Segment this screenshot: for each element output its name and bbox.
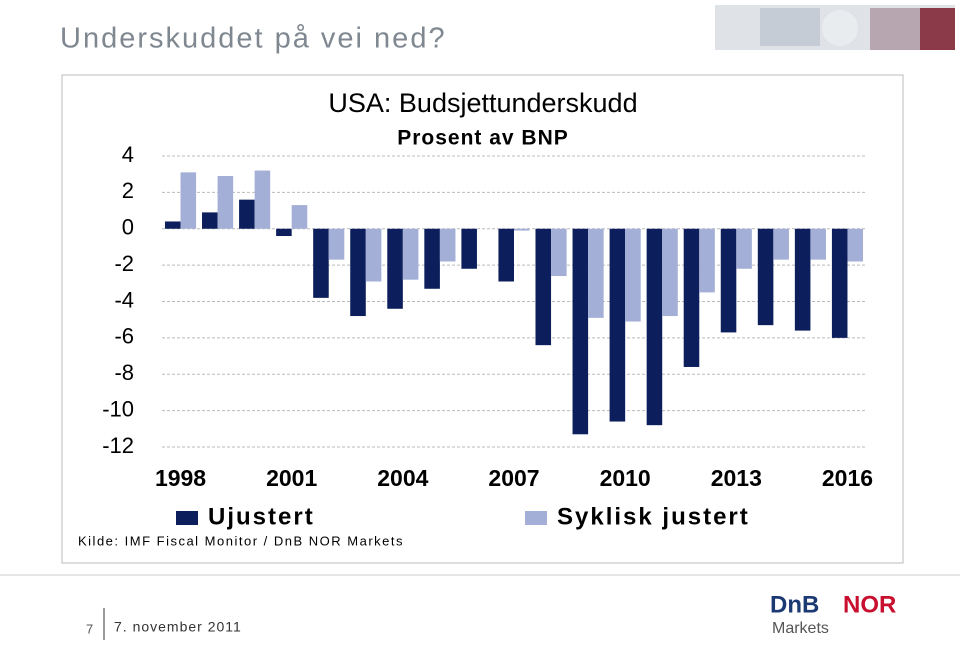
bar [683,228,700,367]
bar [461,228,477,269]
legend-label: Ujustert [208,503,315,530]
x-tick-label: 2013 [711,465,762,491]
bar [424,228,440,289]
bar [439,228,456,262]
y-tick-label: -10 [102,396,134,421]
bar [757,228,774,326]
x-tick-label: 2016 [822,465,873,491]
bar [572,228,589,435]
logo-dnb: DnB [770,591,819,618]
bar [328,228,345,260]
y-tick-label: -12 [102,433,134,458]
bar [239,199,255,229]
bar [402,228,419,280]
bar [794,228,811,331]
logo-markets: Markets [772,620,829,637]
bar [662,228,678,317]
bar [514,228,530,231]
bar [164,221,181,229]
bar [720,228,737,333]
bar [625,228,641,322]
chart-title: USA: Budsjettunderskudd [328,88,637,118]
header-decoration [715,5,955,50]
bar [387,228,403,309]
y-tick-label: 4 [122,142,134,167]
bar [291,205,308,229]
bar [831,228,848,338]
logo-nor: NOR [843,591,896,618]
slide-title: Underskuddet på vei ned? [60,23,447,55]
bar [588,228,604,318]
bar [180,172,197,229]
legend-swatch [525,511,547,525]
x-tick-label: 2010 [600,465,651,491]
chart-subtitle: Prosent av BNP [397,127,569,150]
bar [276,228,292,237]
bar [699,228,715,293]
bar [350,228,366,317]
y-tick-label: -6 [114,324,134,349]
y-tick-label: -8 [114,360,134,385]
chart-frame [61,74,904,564]
bar [254,170,271,229]
y-tick-label: -2 [114,251,134,276]
bar [847,228,864,262]
bar [609,228,626,422]
x-tick-label: 2001 [266,465,317,491]
bar [551,228,567,277]
bar [646,228,663,426]
bar [535,228,552,346]
bar [365,228,382,282]
y-tick-label: 2 [122,178,134,203]
y-tick-label: 0 [122,215,134,240]
bar [313,228,329,298]
x-tick-label: 2004 [377,465,428,491]
x-tick-label: 2007 [488,465,539,491]
legend-swatch [176,511,198,525]
bar [810,228,826,260]
legend-label: Syklisk justert [557,503,750,530]
y-tick-label: -4 [114,287,134,312]
bar [217,176,234,229]
bar [773,228,789,260]
source: Kilde: IMF Fiscal Monitor / DnB NOR Mark… [78,533,404,548]
bar [202,212,218,229]
footer-date: 7. november 2011 [114,619,242,635]
bar [498,228,514,282]
page-number: 7 [86,621,93,636]
x-tick-label: 1998 [155,465,206,491]
bar [736,228,752,269]
